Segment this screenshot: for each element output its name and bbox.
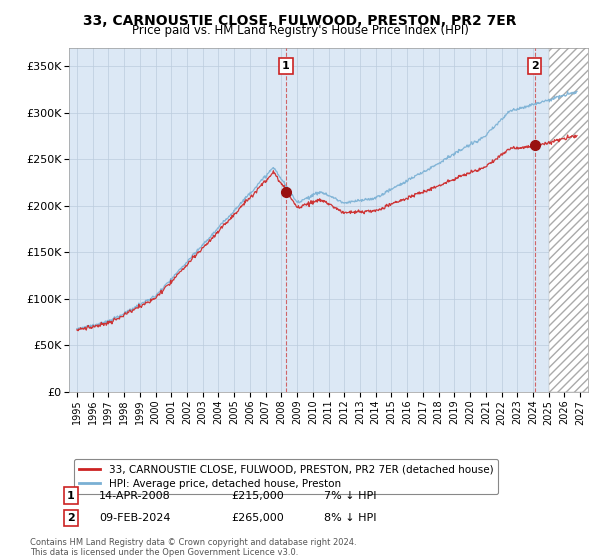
Text: 14-APR-2008: 14-APR-2008 xyxy=(99,491,171,501)
Text: 33, CARNOUSTIE CLOSE, FULWOOD, PRESTON, PR2 7ER: 33, CARNOUSTIE CLOSE, FULWOOD, PRESTON, … xyxy=(83,14,517,28)
Text: 8% ↓ HPI: 8% ↓ HPI xyxy=(324,513,377,523)
Bar xyxy=(548,48,600,392)
Bar xyxy=(548,48,600,392)
Text: Contains HM Land Registry data © Crown copyright and database right 2024.
This d: Contains HM Land Registry data © Crown c… xyxy=(30,538,356,557)
Text: 09-FEB-2024: 09-FEB-2024 xyxy=(99,513,170,523)
Text: Price paid vs. HM Land Registry's House Price Index (HPI): Price paid vs. HM Land Registry's House … xyxy=(131,24,469,37)
Text: 2: 2 xyxy=(67,513,74,523)
Text: £265,000: £265,000 xyxy=(231,513,284,523)
Text: 1: 1 xyxy=(282,61,290,71)
Text: £215,000: £215,000 xyxy=(231,491,284,501)
Legend: 33, CARNOUSTIE CLOSE, FULWOOD, PRESTON, PR2 7ER (detached house), HPI: Average p: 33, CARNOUSTIE CLOSE, FULWOOD, PRESTON, … xyxy=(74,459,499,494)
Text: 7% ↓ HPI: 7% ↓ HPI xyxy=(324,491,377,501)
Text: 2: 2 xyxy=(531,61,539,71)
Text: 1: 1 xyxy=(67,491,74,501)
